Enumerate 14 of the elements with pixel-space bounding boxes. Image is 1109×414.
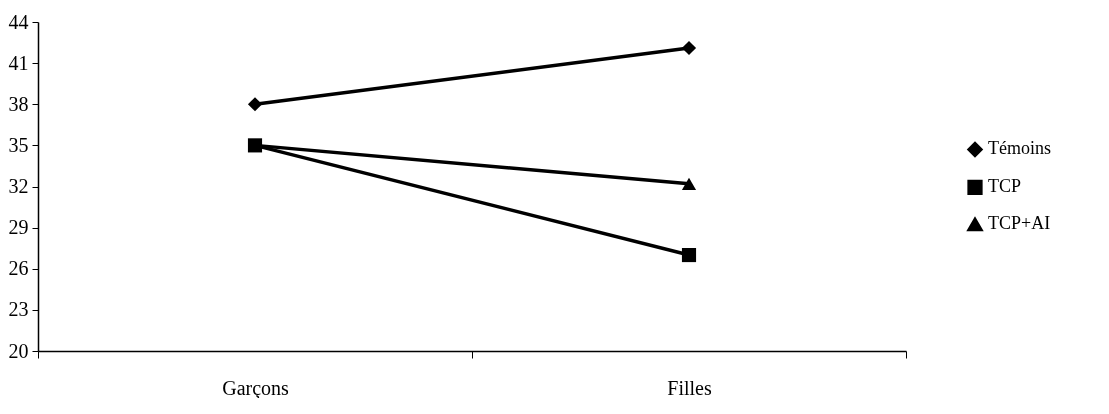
x-tick-label: Garçons [222,376,290,400]
y-tick-label: 44 [8,10,29,33]
y-tick-label: 23 [8,298,29,321]
y-tick-label: 20 [8,339,29,362]
y-tick-label: 26 [8,257,29,280]
legend-label: TCP+AI [988,213,1051,234]
legend-label: TCP [988,176,1022,197]
y-tick-label: 32 [8,175,29,197]
y-tick-label: 35 [8,133,29,156]
legend-label: Témoins [988,138,1051,159]
y-tick-label: 29 [8,216,29,239]
x-tick-label: Filles [667,376,712,399]
y-tick-label: 41 [8,51,29,74]
y-tick-label: 38 [8,92,29,115]
